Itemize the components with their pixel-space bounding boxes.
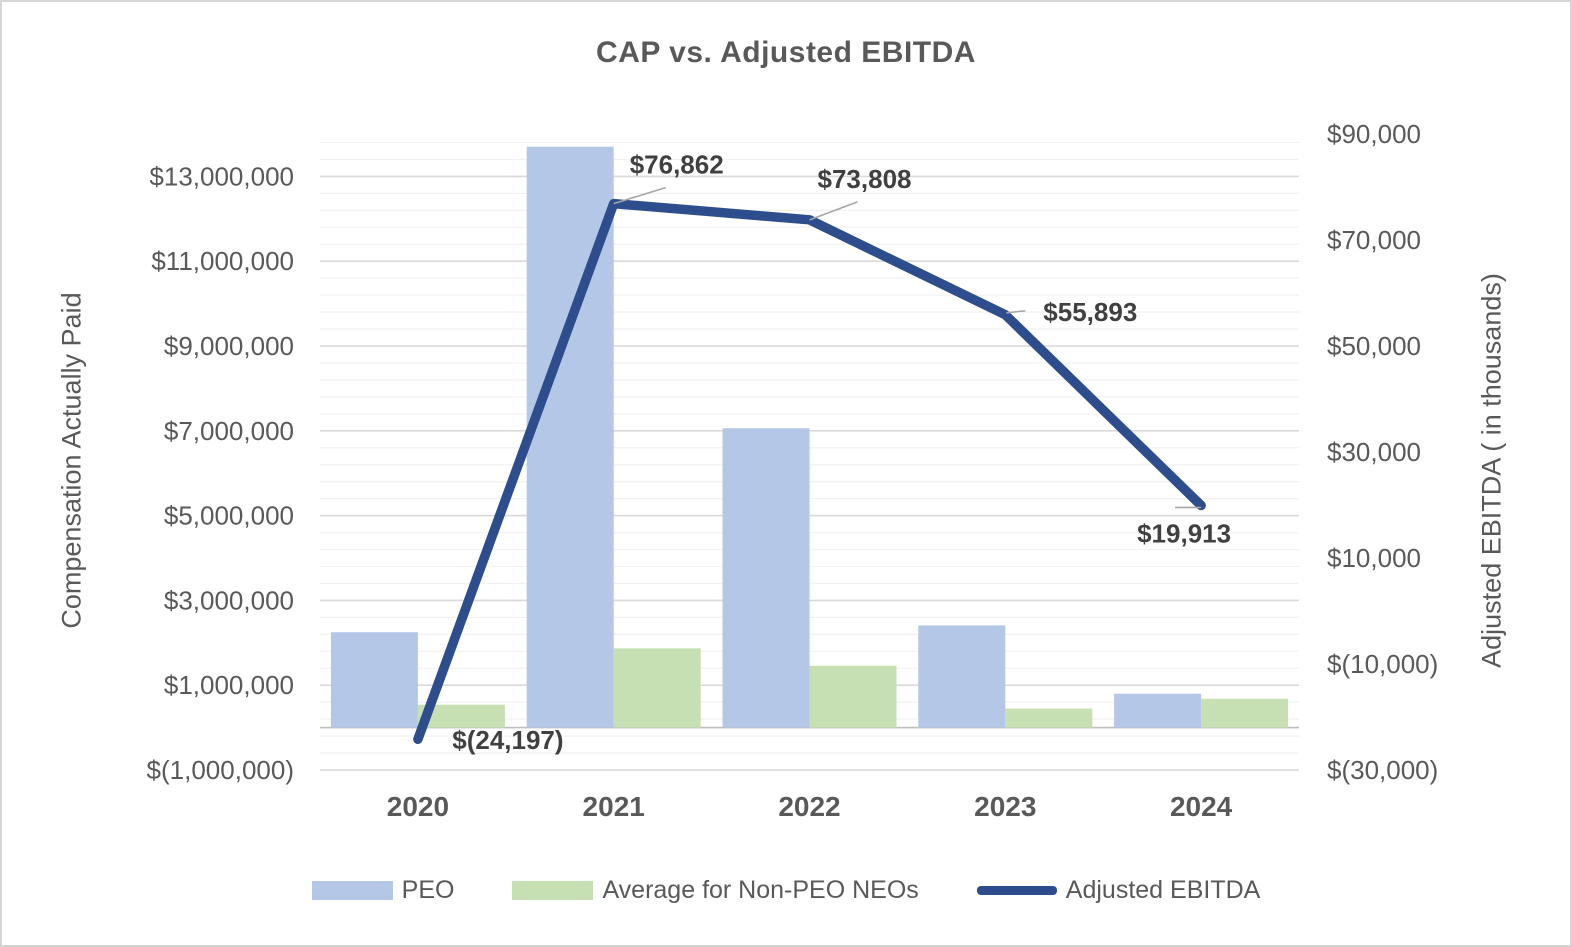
x-axis-label: 2020: [387, 791, 449, 822]
left-tick-label: $7,000,000: [164, 416, 294, 446]
leader-line: [1006, 309, 1026, 314]
left-tick-label: $11,000,000: [151, 246, 294, 276]
ebitda-data-label: $(24,197): [452, 725, 563, 755]
left-tick-label: $5,000,000: [164, 501, 294, 531]
legend-label-peo: PEO: [401, 876, 455, 904]
ebitda-line-swatch: [976, 886, 1057, 895]
right-tick-label: $(30,000): [1327, 755, 1438, 785]
x-axis-label: 2024: [1170, 791, 1233, 822]
x-axis-label: 2023: [974, 791, 1036, 822]
legend-item-ebitda: Adjusted EBITDA: [976, 876, 1261, 905]
legend-label-non-peo: Average for Non-PEO NEOs: [602, 876, 919, 904]
legend: PEO Average for Non-PEO NEOs Adjusted EB…: [2, 876, 1570, 905]
leader-line: [809, 201, 858, 221]
leader-line: [613, 186, 666, 205]
right-tick-label: $70,000: [1327, 225, 1421, 255]
x-axis-label: 2021: [583, 791, 645, 822]
left-tick-label: $9,000,000: [164, 331, 294, 361]
left-tick-label: $1,000,000: [164, 670, 294, 700]
legend-item-peo: PEO: [311, 876, 455, 905]
bar-peo-2020: [330, 632, 418, 728]
left-tick-label: $(1,000,000): [147, 755, 294, 785]
ebitda-data-label: $76,862: [630, 150, 724, 180]
x-axis-label: 2022: [778, 791, 840, 822]
bar-non-peo-2020: [417, 704, 505, 728]
legend-item-non-peo: Average for Non-PEO NEOs: [512, 876, 919, 905]
bar-non-peo-2022: [809, 665, 897, 728]
non-peo-swatch: [512, 881, 594, 900]
right-tick-label: $(10,000): [1327, 649, 1438, 679]
bar-non-peo-2021: [613, 648, 701, 728]
ebitda-data-label: $19,913: [1137, 518, 1231, 548]
right-tick-label: $30,000: [1327, 437, 1421, 467]
ebitda-data-label: $55,893: [1043, 297, 1137, 327]
bar-non-peo-2024: [1201, 698, 1289, 728]
left-tick-label: $3,000,000: [164, 585, 294, 615]
bar-peo-2024: [1114, 693, 1202, 728]
right-tick-label: $50,000: [1327, 331, 1421, 361]
ebitda-data-label: $73,808: [818, 164, 912, 194]
left-tick-label: $13,000,000: [149, 161, 294, 191]
right-tick-label: $10,000: [1327, 543, 1421, 573]
chart-title: CAP vs. Adjusted EBITDA: [596, 36, 976, 69]
legend-label-ebitda: Adjusted EBITDA: [1065, 876, 1261, 904]
peo-swatch: [311, 881, 393, 900]
bar-non-peo-2023: [1005, 708, 1093, 728]
right-tick-label: $90,000: [1327, 119, 1421, 149]
bar-peo-2022: [722, 428, 810, 728]
bar-peo-2023: [918, 625, 1006, 728]
